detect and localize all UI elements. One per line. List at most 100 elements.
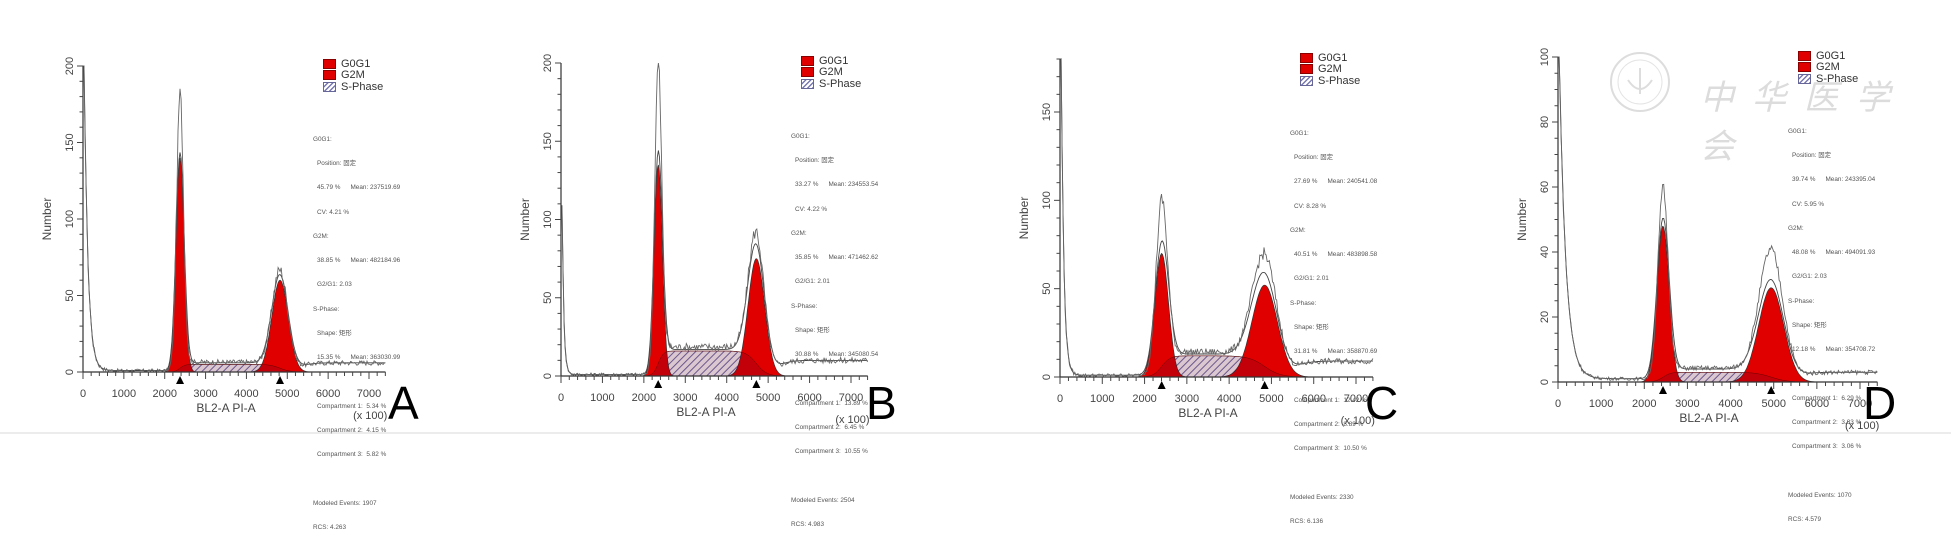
stat-cv: CV: 8.28 % xyxy=(1290,203,1450,211)
x-tick-label: 4000 xyxy=(234,388,258,400)
panel-letter: C xyxy=(1365,380,1398,426)
x-tick-label: 1000 xyxy=(112,388,136,400)
legend-item-g2m: G2M xyxy=(801,67,951,79)
x-tick-label: 3000 xyxy=(1175,393,1199,405)
stat-g2m-label: G2M: xyxy=(791,230,951,238)
stat-g0g1-percent: 27.69 % xyxy=(1294,178,1317,185)
stat-g2m-label: G2M: xyxy=(1290,227,1450,235)
legend-label: G0G1 xyxy=(819,55,848,67)
x-tick-label: 4000 xyxy=(714,392,738,404)
panel-info: G0G1 G2M S-Phase G0G1: Position: 固定 39.7… xyxy=(1798,50,1948,540)
y-tick-label: 150 xyxy=(64,133,76,151)
stat-modeled-events: Modeled Events: 1070 xyxy=(1788,492,1948,500)
legend: G0G1 G2M S-Phase xyxy=(1300,52,1450,87)
stat-g0g1-percent: 33.27 % xyxy=(795,181,818,188)
stat-g2g1-ratio: G2/G1: 2.01 xyxy=(1290,275,1450,283)
y-axis-label: Number xyxy=(40,198,54,241)
panel-letter: B xyxy=(866,380,897,426)
stat-s-phase-label: S-Phase: xyxy=(1788,298,1948,306)
stat-g2g1-ratio: G2/G1: 2.03 xyxy=(313,281,473,289)
g0g1-mean-marker-icon xyxy=(654,380,662,388)
y-tick-label: 0 xyxy=(1041,374,1053,380)
stat-position: Position: 固定 xyxy=(1290,154,1450,162)
legend-label: G0G1 xyxy=(1318,52,1347,64)
stat-g2m-percent: 40.51 % xyxy=(1294,251,1317,258)
x-tick-label: 0 xyxy=(1555,398,1561,410)
panel-letter: A xyxy=(388,380,419,426)
s-phase-swatch-icon xyxy=(323,82,336,92)
stat-g0g1-percent: 39.74 % xyxy=(1792,176,1815,183)
legend-label: S-Phase xyxy=(1318,75,1360,87)
stat-position: Position: 固定 xyxy=(1788,152,1948,160)
panel-info: G0G1 G2M S-Phase G0G1: Position: 固定 45.7… xyxy=(323,58,473,548)
y-tick-label: 50 xyxy=(64,289,76,301)
legend: G0G1 G2M S-Phase xyxy=(1798,50,1948,85)
stat-s-percent: 31.81 % xyxy=(1294,348,1317,355)
legend: G0G1 G2M S-Phase xyxy=(323,58,473,93)
legend-item-s-phase: S-Phase xyxy=(323,81,473,93)
g0g1-swatch-icon xyxy=(1798,51,1811,61)
panel-info: G0G1 G2M S-Phase G0G1: Position: 固定 33.2… xyxy=(801,55,951,545)
s-phase-swatch-icon xyxy=(1798,74,1811,84)
y-tick-label: 60 xyxy=(1539,181,1551,193)
legend-label: G2M xyxy=(341,69,365,81)
stat-s-mean: Mean: 354708.72 xyxy=(1825,346,1875,353)
legend-item-g0g1: G0G1 xyxy=(323,58,473,70)
x-axis-label: BL2-A PI-A xyxy=(1178,406,1237,420)
stat-g2m-label: G2M: xyxy=(313,233,473,241)
y-axis-label: Number xyxy=(1515,198,1529,241)
legend-label: G2M xyxy=(1816,61,1840,73)
y-tick-label: 80 xyxy=(1539,116,1551,128)
legend-item-s-phase: S-Phase xyxy=(1798,73,1948,85)
stat-g2m-mean: Mean: 483898.58 xyxy=(1327,251,1377,258)
legend-label: G2M xyxy=(819,66,843,78)
panel-letter: D xyxy=(1863,380,1896,426)
g2m-swatch-icon xyxy=(1798,62,1811,72)
legend-label: G0G1 xyxy=(341,58,370,70)
y-tick-label: 50 xyxy=(542,292,554,304)
x-tick-label: 0 xyxy=(558,392,564,404)
stat-s-phase-label: S-Phase: xyxy=(791,303,951,311)
legend-item-s-phase: S-Phase xyxy=(1300,75,1450,87)
x-tick-label: 3000 xyxy=(673,392,697,404)
legend-label: G2M xyxy=(1318,63,1342,75)
legend-item-g2m: G2M xyxy=(323,70,473,82)
legend-item-g0g1: G0G1 xyxy=(1300,52,1450,64)
stat-g2m-percent: 48.08 % xyxy=(1792,249,1815,256)
stat-g0g1-label: G0G1: xyxy=(791,133,951,141)
stat-rcs: RCS: 4.263 xyxy=(313,524,473,532)
g2m-swatch-icon xyxy=(1300,64,1313,74)
x-axis-label: BL2-A PI-A xyxy=(1679,411,1738,425)
x-tick-label: 3000 xyxy=(1675,398,1699,410)
x-tick-label: 3000 xyxy=(193,388,217,400)
stat-modeled-events: Modeled Events: 2504 xyxy=(791,497,951,505)
y-tick-label: 200 xyxy=(64,57,76,75)
stat-g0g1-mean: Mean: 240541.08 xyxy=(1327,178,1377,185)
x-tick-label: 0 xyxy=(80,388,86,400)
x-tick-label: 0 xyxy=(1057,393,1063,405)
x-tick-label: 2000 xyxy=(1632,398,1656,410)
stat-compartment-3: Compartment 3: 3.06 % xyxy=(1788,443,1948,451)
y-tick-label: 0 xyxy=(64,369,76,375)
y-tick-label: 40 xyxy=(1539,246,1551,258)
legend-label: S-Phase xyxy=(819,78,861,90)
y-tick-label: 150 xyxy=(1041,103,1053,121)
legend-label: G0G1 xyxy=(1816,50,1845,62)
stat-g0g1-label: G0G1: xyxy=(1788,128,1948,136)
stat-g0g1-mean: Mean: 237519.69 xyxy=(350,184,400,191)
x-tick-label: 1000 xyxy=(1589,398,1613,410)
stat-s-phase-label: S-Phase: xyxy=(313,306,473,314)
stat-shape: Shape: 矩形 xyxy=(1290,324,1450,332)
x-tick-label: 5000 xyxy=(1259,393,1283,405)
x-tick-label: 4000 xyxy=(1718,398,1742,410)
s-phase-swatch-icon xyxy=(801,79,814,89)
stat-g0g1-percent: 45.79 % xyxy=(317,184,340,191)
legend-label: S-Phase xyxy=(1816,73,1858,85)
x-tick-label: 1000 xyxy=(590,392,614,404)
stat-position: Position: 固定 xyxy=(313,160,473,168)
y-tick-label: 0 xyxy=(1539,379,1551,385)
stat-g2m-mean: Mean: 494091.93 xyxy=(1825,249,1875,256)
y-tick-label: 50 xyxy=(1041,283,1053,295)
g2m-swatch-icon xyxy=(323,70,336,80)
y-tick-label: 20 xyxy=(1539,311,1551,323)
